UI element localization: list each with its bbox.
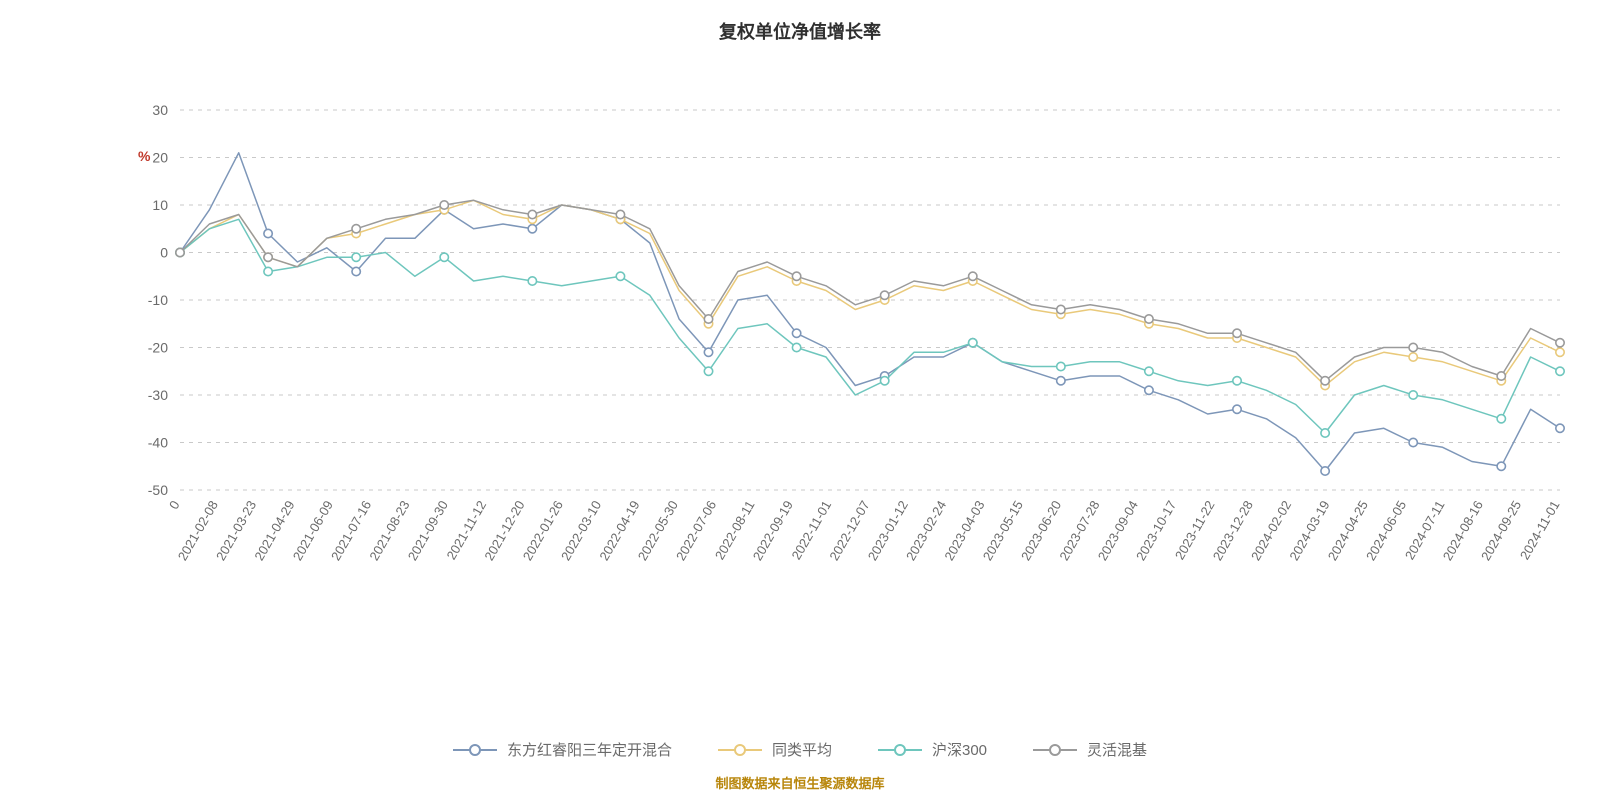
legend-item: 东方红睿阳三年定开混合 — [453, 739, 672, 760]
svg-text:30: 30 — [152, 102, 168, 118]
legend-swatch — [878, 743, 922, 757]
legend-label: 沪深300 — [932, 739, 987, 760]
svg-text:-30: -30 — [148, 387, 168, 403]
svg-text:20: 20 — [152, 150, 168, 166]
legend-label: 同类平均 — [772, 739, 832, 760]
legend-label: 灵活混基 — [1087, 739, 1147, 760]
svg-text:-10: -10 — [148, 292, 168, 308]
legend: 东方红睿阳三年定开混合 同类平均 沪深300 灵活混基 — [0, 739, 1600, 760]
svg-text:2024-11-01: 2024-11-01 — [1517, 498, 1563, 562]
chart-container: { "title": "复权单位净值增长率", "y_unit": "%", "… — [0, 0, 1600, 800]
legend-swatch — [718, 743, 762, 757]
svg-text:0: 0 — [160, 245, 168, 261]
legend-label: 东方红睿阳三年定开混合 — [507, 739, 672, 760]
svg-text:-20: -20 — [148, 340, 168, 356]
svg-text:10: 10 — [152, 197, 168, 213]
legend-swatch — [1033, 743, 1077, 757]
legend-swatch — [453, 743, 497, 757]
legend-item: 沪深300 — [878, 739, 987, 760]
svg-text:-50: -50 — [148, 482, 168, 498]
legend-item: 灵活混基 — [1033, 739, 1147, 760]
svg-text:0: 0 — [166, 498, 183, 512]
line-chart: -50-40-30-20-10010203002021-02-082021-03… — [0, 0, 1600, 700]
legend-item: 同类平均 — [718, 739, 832, 760]
svg-text:-40: -40 — [148, 435, 168, 451]
chart-footnote: 制图数据来自恒生聚源数据库 — [0, 773, 1600, 792]
